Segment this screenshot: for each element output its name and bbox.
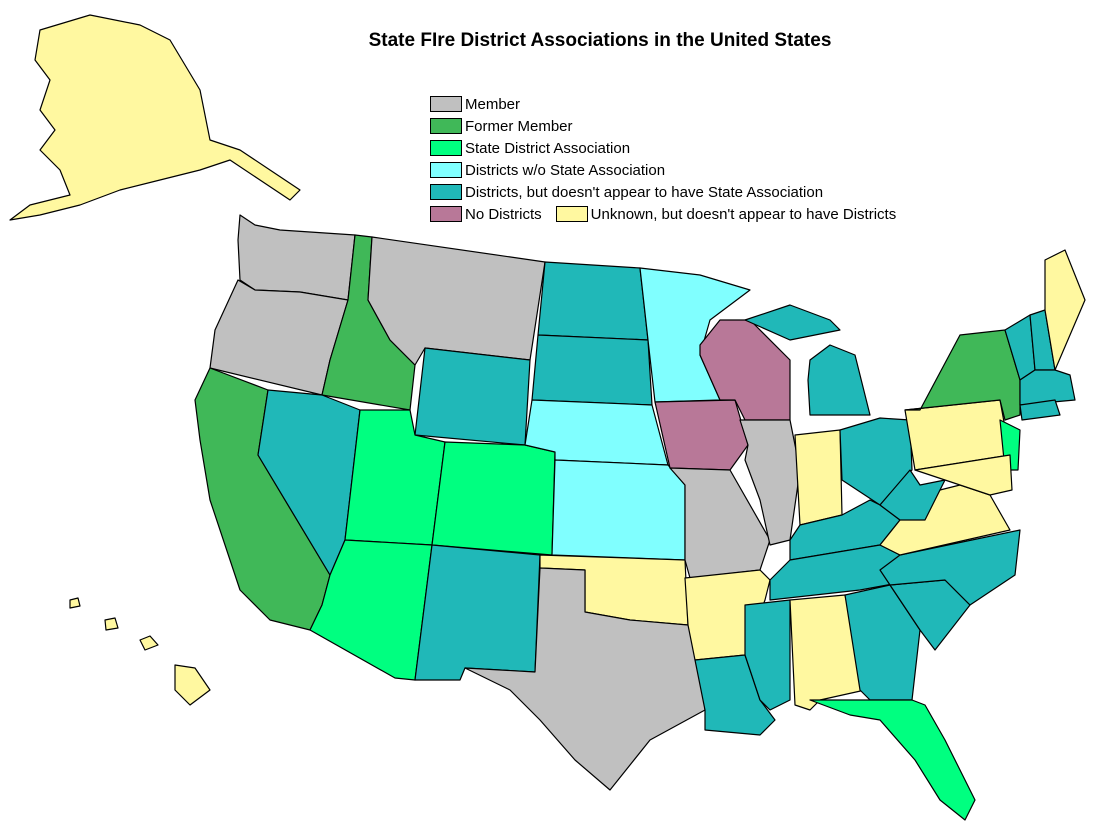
- legend-item-none-unknown: No Districts Unknown, but doesn't appear…: [430, 203, 896, 225]
- legend-label: Member: [465, 95, 521, 113]
- legend-swatch: [430, 162, 462, 178]
- state-region-hi: [174, 664, 211, 706]
- legend-swatch: [555, 206, 588, 222]
- legend-label: Districts w/o State Association: [465, 161, 666, 179]
- state-region-il: [739, 419, 801, 546]
- legend-item-member: Member: [430, 93, 896, 115]
- state-region-hi: [139, 635, 159, 651]
- state-region-co: [431, 441, 556, 556]
- state-region-tx: [464, 567, 706, 791]
- legend-label: Unknown, but doesn't appear to have Dist…: [590, 205, 897, 223]
- state-region-ks: [551, 459, 686, 561]
- map-title: State FIre District Associations in the …: [368, 30, 832, 51]
- legend-item-former: Former Member: [430, 115, 896, 137]
- state-region-ma: [1019, 369, 1076, 406]
- legend-swatch: [430, 118, 462, 134]
- state-region-md: [914, 454, 1013, 496]
- state-region-in: [794, 429, 843, 526]
- state-region-oh: [839, 417, 913, 506]
- state-region-me: [1044, 249, 1086, 371]
- state-region-hi: [69, 597, 81, 609]
- legend-item-wo: Districts w/o State Association: [430, 159, 896, 181]
- state-region-ct: [1019, 399, 1061, 421]
- state-region-miu: [744, 304, 841, 341]
- state-region-wa: [237, 214, 356, 301]
- state-region-mt: [367, 236, 546, 366]
- state-region-nd: [537, 261, 649, 341]
- legend-swatch: [430, 184, 462, 200]
- legend-label: Former Member: [465, 117, 573, 135]
- legend-label: Districts, but doesn't appear to have St…: [465, 183, 824, 201]
- legend-item-assoc: State District Association: [430, 137, 896, 159]
- legend-swatch: [430, 206, 462, 222]
- state-region-fl: [809, 699, 976, 821]
- state-region-ny: [904, 329, 1021, 421]
- state-region-mi: [807, 344, 871, 416]
- state-region-nc: [879, 529, 1021, 606]
- state-region-hi: [104, 617, 119, 631]
- state-region-nm: [414, 544, 541, 681]
- legend-item-teal: Districts, but doesn't appear to have St…: [430, 181, 896, 203]
- state-region-sd: [531, 334, 653, 406]
- legend-swatch: [430, 140, 462, 156]
- state-region-ak: [9, 14, 301, 221]
- legend-swatch: [430, 96, 462, 112]
- legend: Member Former Member State District Asso…: [430, 93, 896, 225]
- legend-label: State District Association: [465, 139, 631, 157]
- legend-label: No Districts: [465, 205, 542, 223]
- state-region-ia: [654, 399, 749, 471]
- state-region-wy: [414, 347, 531, 446]
